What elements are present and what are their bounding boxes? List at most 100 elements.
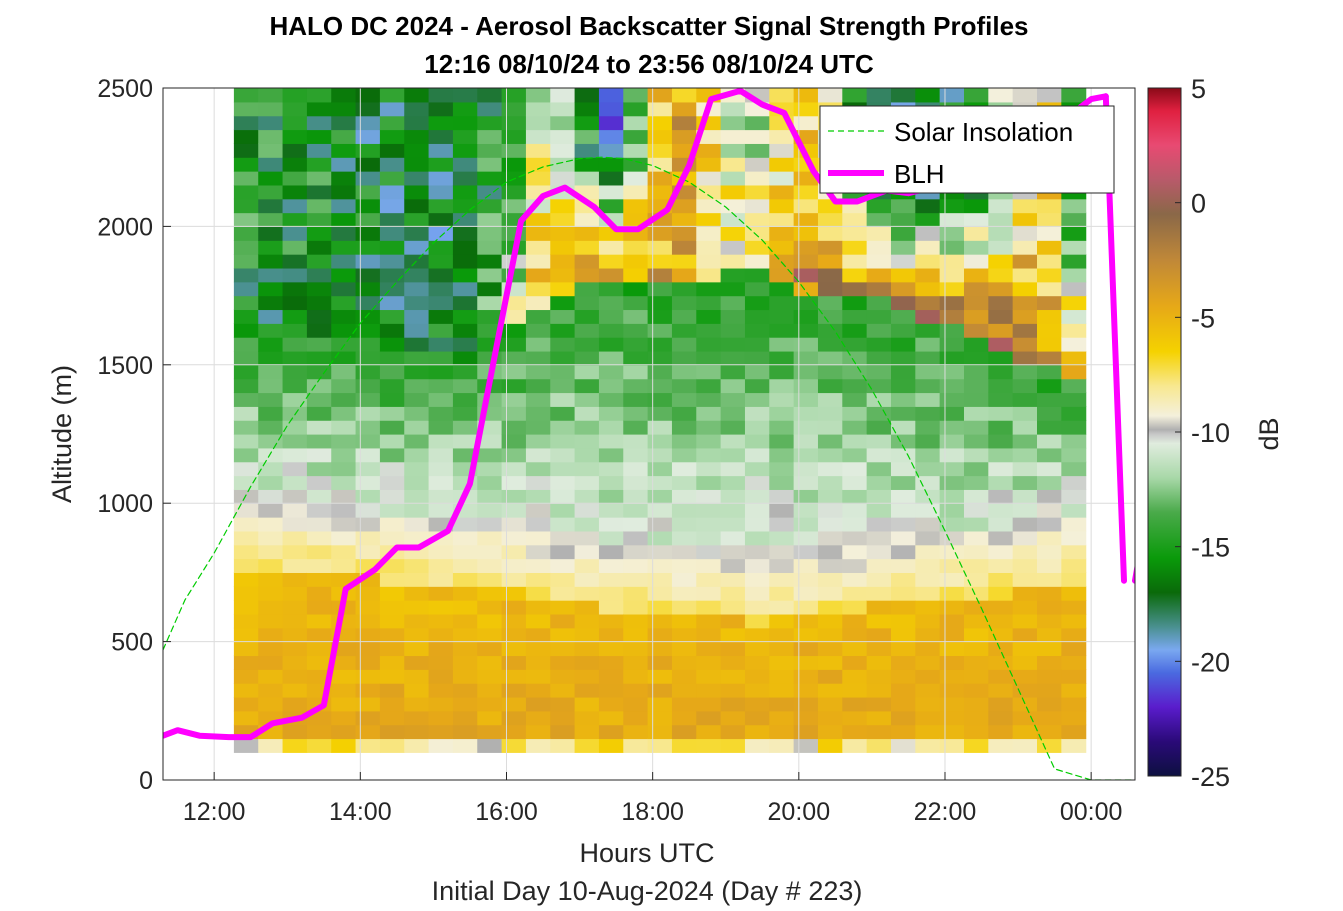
heatmap-cell [769, 240, 795, 255]
heatmap-cell [501, 309, 527, 324]
heatmap-cell [720, 267, 746, 283]
heatmap-cell [720, 613, 746, 629]
heatmap-cell [988, 434, 1014, 449]
heatmap-cell [1061, 530, 1087, 546]
heatmap-cell [623, 295, 649, 311]
heatmap-cell [647, 683, 673, 698]
heatmap-cell [744, 420, 770, 435]
heatmap-cell [647, 600, 673, 615]
heatmap-cell [720, 447, 746, 463]
heatmap-cell [477, 558, 503, 573]
heatmap-cell [963, 475, 989, 490]
heatmap-cell [671, 129, 697, 144]
heatmap-cell [817, 281, 843, 297]
heatmap-cell [720, 683, 746, 698]
heatmap-cell [671, 323, 697, 338]
heatmap-cell [696, 295, 722, 311]
heatmap-cell [282, 641, 308, 657]
heatmap-cell [282, 254, 308, 269]
heatmap-cell [404, 267, 430, 283]
heatmap-cell [720, 226, 746, 241]
heatmap-cell [793, 267, 819, 283]
heatmap-cell [501, 171, 527, 186]
heatmap-cell [939, 613, 965, 629]
heatmap-cell [939, 420, 965, 435]
heatmap-cell [282, 434, 308, 449]
heatmap-cell [1012, 530, 1038, 546]
heatmap-cell [598, 143, 624, 158]
heatmap-cell [550, 641, 576, 657]
heatmap-cell [793, 600, 819, 615]
heatmap-cell [525, 434, 551, 449]
y-tick-label: 1000 [97, 490, 153, 518]
heatmap-cell [379, 475, 405, 490]
heatmap-cell [842, 655, 868, 670]
heatmap-cell [963, 364, 989, 380]
heatmap-cell [696, 489, 722, 504]
heatmap-cell [1037, 309, 1062, 324]
heatmap-cell [647, 101, 673, 117]
heatmap-cell [282, 724, 308, 740]
heatmap-cell [331, 392, 357, 407]
heatmap-cell [233, 115, 259, 131]
heatmap-cell [379, 212, 405, 227]
heatmap-cell [501, 184, 527, 200]
heatmap-cell [793, 461, 819, 477]
heatmap-cell [428, 378, 454, 394]
heatmap-cell [890, 683, 916, 698]
heatmap-cell [306, 88, 332, 103]
heatmap-cell [258, 171, 284, 186]
heatmap-cell [890, 323, 916, 338]
heatmap-cell [890, 447, 916, 463]
heatmap-cell [769, 447, 795, 463]
heatmap-cell [501, 600, 527, 615]
heatmap-cell [890, 475, 916, 490]
heatmap-cell [1012, 323, 1038, 338]
heatmap-cell [598, 364, 624, 380]
heatmap-cell [574, 434, 600, 449]
heatmap-cell [452, 434, 478, 449]
heatmap-cell [696, 447, 722, 463]
heatmap-cell [525, 337, 551, 352]
heatmap-cell [769, 295, 795, 311]
heatmap-cell [598, 641, 624, 657]
heatmap-cell [744, 309, 770, 324]
heatmap-cell [233, 254, 259, 269]
heatmap-cell [988, 503, 1014, 518]
heatmap-cell [598, 171, 624, 186]
heatmap-cell [988, 323, 1014, 338]
heatmap-cell [744, 600, 770, 615]
heatmap-cell [258, 572, 284, 587]
heatmap-cell [477, 696, 503, 712]
heatmap-cell [939, 461, 965, 477]
heatmap-cell [306, 586, 332, 601]
heatmap-cell [623, 600, 649, 615]
heatmap-cell [793, 683, 819, 698]
heatmap-cell [671, 364, 697, 380]
heatmap-cell [404, 226, 430, 241]
heatmap-cell [963, 88, 989, 103]
heatmap-cell [769, 184, 795, 200]
heatmap-cell [574, 281, 600, 297]
heatmap-cell [1037, 281, 1062, 297]
heatmap-cell [525, 461, 551, 477]
heatmap-cell [1037, 669, 1062, 684]
heatmap-cell [890, 517, 916, 532]
heatmap-cell [233, 226, 259, 241]
heatmap-cell [598, 198, 624, 214]
heatmap-cell [1037, 392, 1062, 407]
heatmap-cell [744, 669, 770, 684]
heatmap-cell [1061, 489, 1087, 504]
heatmap-cell [282, 627, 308, 643]
heatmap-cell [404, 129, 430, 144]
heatmap-cell [1012, 558, 1038, 573]
heatmap-cell [355, 309, 381, 324]
heatmap-cell [842, 226, 868, 241]
heatmap-cell [671, 489, 697, 504]
heatmap-cell [647, 738, 673, 753]
heatmap-cell [720, 171, 746, 186]
heatmap-cell [1061, 392, 1087, 407]
heatmap-cell [769, 503, 795, 518]
heatmap-cell [623, 350, 649, 366]
heatmap-cell [696, 198, 722, 214]
